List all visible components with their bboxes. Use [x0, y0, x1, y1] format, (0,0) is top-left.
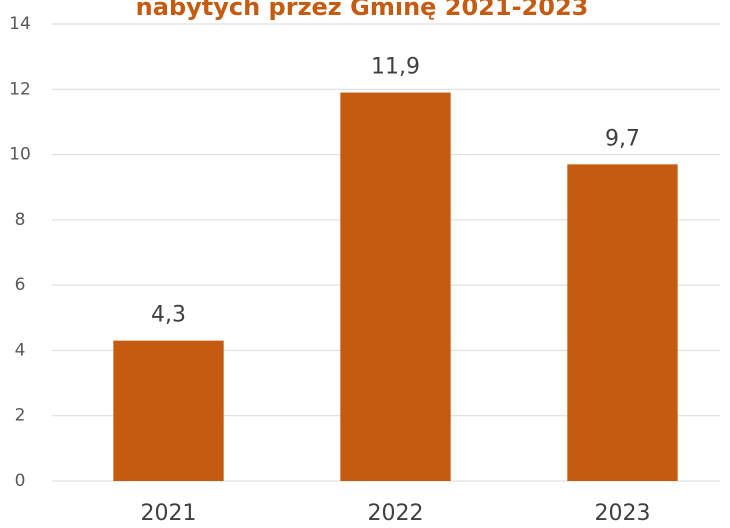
bar: [113, 340, 224, 481]
y-tick-label: 6: [15, 275, 26, 295]
bar: [340, 92, 451, 482]
y-tick-label: 2: [15, 406, 26, 426]
y-tick-label: 10: [9, 145, 31, 165]
x-tick-label: 2022: [368, 501, 424, 526]
y-tick-label: 0: [15, 471, 26, 491]
x-tick-label: 2023: [595, 501, 651, 526]
bar: [567, 164, 678, 481]
data-label: 11,9: [371, 55, 420, 80]
x-tick-label: 2021: [141, 501, 197, 526]
data-label: 4,3: [151, 303, 186, 328]
data-label: 9,7: [605, 126, 640, 151]
y-tick-label: 8: [15, 210, 26, 230]
y-tick-label: 4: [15, 340, 26, 360]
chart-title: nabytych przez Gminę 2021-2023: [136, 0, 589, 21]
y-tick-label: 14: [9, 14, 31, 34]
y-tick-label: 12: [9, 79, 31, 99]
